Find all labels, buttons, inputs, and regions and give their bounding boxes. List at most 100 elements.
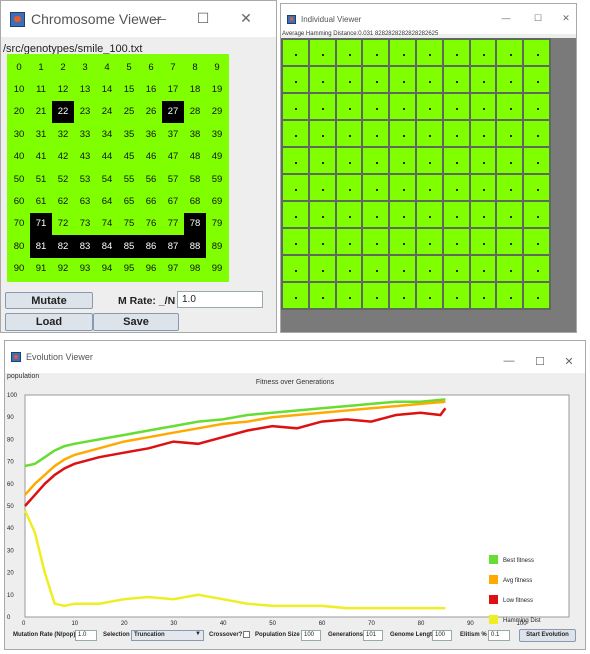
gene-cell[interactable]: 56 — [145, 173, 157, 185]
gene-cell[interactable]: 91 — [35, 263, 47, 275]
population-size-input[interactable]: 100 — [301, 630, 321, 641]
close-button[interactable]: ✕ — [240, 10, 252, 26]
gene-cell[interactable]: 63 — [79, 196, 91, 208]
gene-cell[interactable]: 39 — [211, 128, 223, 140]
gene-cell[interactable]: 10 — [13, 84, 25, 96]
gene-cell[interactable]: 94 — [101, 263, 113, 275]
gene-cell[interactable]: 99 — [211, 263, 223, 275]
gene-cell[interactable]: 5 — [126, 61, 132, 73]
minimize-button[interactable]: — — [503, 355, 515, 367]
gene-cell[interactable]: 68 — [189, 196, 201, 208]
gene-cell[interactable]: 36 — [145, 128, 157, 140]
gene-cell[interactable]: 65 — [123, 196, 135, 208]
gene-cell[interactable]: 33 — [79, 128, 91, 140]
gene-cell[interactable]: 80 — [13, 240, 25, 252]
maximize-button[interactable]: ☐ — [535, 356, 545, 368]
gene-cell[interactable]: 92 — [57, 263, 69, 275]
gene-cell[interactable]: 72 — [57, 218, 69, 230]
gene-cell[interactable]: 19 — [211, 84, 223, 96]
gene-cell[interactable]: 49 — [211, 151, 223, 163]
gene-cell[interactable]: 21 — [35, 106, 47, 118]
gene-cell[interactable]: 34 — [101, 128, 113, 140]
gene-cell[interactable]: 24 — [101, 106, 113, 118]
gene-cell[interactable]: 75 — [123, 218, 135, 230]
gene-cell[interactable]: 76 — [145, 218, 157, 230]
gene-cell[interactable]: 47 — [167, 151, 179, 163]
maximize-button[interactable]: ☐ — [196, 10, 210, 26]
evolution-viewer-titlebar[interactable]: Evolution Viewer — ☐ ✕ — [5, 341, 585, 373]
gene-cell[interactable]: 50 — [13, 173, 25, 185]
gene-cell[interactable]: 37 — [167, 128, 179, 140]
gene-cell[interactable]: 95 — [123, 263, 135, 275]
gene-cell[interactable]: 22 — [52, 100, 74, 124]
gene-cell[interactable]: 89 — [211, 240, 223, 252]
gene-cell[interactable]: 61 — [35, 196, 47, 208]
gene-cell[interactable]: 55 — [123, 173, 135, 185]
gene-cell[interactable]: 15 — [123, 84, 135, 96]
gene-cell[interactable]: 67 — [167, 196, 179, 208]
gene-cell[interactable]: 62 — [57, 196, 69, 208]
gene-cell[interactable]: 18 — [189, 84, 201, 96]
gene-cell[interactable]: 71 — [30, 212, 52, 236]
minimize-button[interactable]: — — [152, 10, 166, 26]
gene-cell[interactable]: 28 — [189, 106, 201, 118]
genome-length-input[interactable]: 100 — [432, 630, 452, 641]
gene-cell[interactable]: 70 — [13, 218, 25, 230]
gene-cell[interactable]: 96 — [145, 263, 157, 275]
close-button[interactable]: ✕ — [562, 13, 570, 23]
mrate-input[interactable]: 1.0 — [177, 291, 263, 308]
gene-cell[interactable]: 14 — [101, 84, 113, 96]
crossover-checkbox[interactable] — [243, 631, 250, 638]
gene-cell[interactable]: 84 — [96, 235, 118, 258]
gene-cell[interactable]: 82 — [52, 235, 74, 258]
mutation-rate-input[interactable]: 1.0 — [75, 630, 97, 641]
load-button[interactable]: Load — [5, 313, 93, 331]
start-evolution-button[interactable]: Start Evolution — [519, 629, 576, 642]
gene-cell[interactable]: 87 — [162, 235, 184, 258]
gene-cell[interactable]: 8 — [192, 61, 198, 73]
gene-cell[interactable]: 45 — [123, 151, 135, 163]
chromosome-grid[interactable]: 0 1 2 3 4 5 6 7 8 9 10 11 12 13 14 15 16 17 18 19 20 21 22 23 24… — [7, 54, 229, 282]
gene-cell[interactable]: 64 — [101, 196, 113, 208]
gene-cell[interactable]: 53 — [79, 173, 91, 185]
gene-cell[interactable]: 97 — [167, 263, 179, 275]
gene-cell[interactable]: 25 — [123, 106, 135, 118]
gene-cell[interactable]: 1 — [38, 61, 44, 73]
mutate-button[interactable]: Mutate — [5, 292, 93, 309]
gene-cell[interactable]: 0 — [16, 61, 22, 73]
chromosome-viewer-titlebar[interactable]: Chromosome Viewer — ☐ ✕ — [1, 1, 276, 37]
generations-input[interactable]: 101 — [363, 630, 383, 641]
gene-cell[interactable]: 81 — [30, 235, 52, 258]
gene-cell[interactable]: 6 — [148, 61, 154, 73]
gene-cell[interactable]: 66 — [145, 196, 157, 208]
gene-cell[interactable]: 16 — [145, 84, 157, 96]
gene-cell[interactable]: 12 — [57, 84, 69, 96]
gene-cell[interactable]: 32 — [57, 128, 69, 140]
gene-cell[interactable]: 17 — [167, 84, 179, 96]
gene-cell[interactable]: 86 — [140, 235, 162, 258]
gene-cell[interactable]: 83 — [74, 235, 96, 258]
gene-cell[interactable]: 43 — [79, 151, 91, 163]
gene-cell[interactable]: 9 — [214, 61, 220, 73]
selection-select[interactable]: Truncation ▼ — [131, 630, 204, 641]
individual-viewer-titlebar[interactable]: Individual Viewer — ☐ ✕ — [281, 4, 576, 34]
gene-cell[interactable]: 4 — [104, 61, 110, 73]
gene-cell[interactable]: 41 — [35, 151, 47, 163]
gene-cell[interactable]: 73 — [79, 218, 91, 230]
gene-cell[interactable]: 48 — [189, 151, 201, 163]
gene-cell[interactable]: 27 — [162, 100, 184, 124]
gene-cell[interactable]: 35 — [123, 128, 135, 140]
gene-cell[interactable]: 46 — [145, 151, 157, 163]
gene-cell[interactable]: 29 — [211, 106, 223, 118]
gene-cell[interactable]: 78 — [184, 212, 206, 236]
gene-cell[interactable]: 60 — [13, 196, 25, 208]
minimize-button[interactable]: — — [501, 13, 511, 23]
gene-cell[interactable]: 13 — [79, 84, 91, 96]
gene-cell[interactable]: 74 — [101, 218, 113, 230]
gene-cell[interactable]: 52 — [57, 173, 69, 185]
gene-cell[interactable]: 58 — [189, 173, 201, 185]
elitism-input[interactable]: 0.1 — [488, 630, 510, 641]
gene-cell[interactable]: 23 — [79, 106, 91, 118]
gene-cell[interactable]: 3 — [82, 61, 88, 73]
gene-cell[interactable]: 51 — [35, 173, 47, 185]
